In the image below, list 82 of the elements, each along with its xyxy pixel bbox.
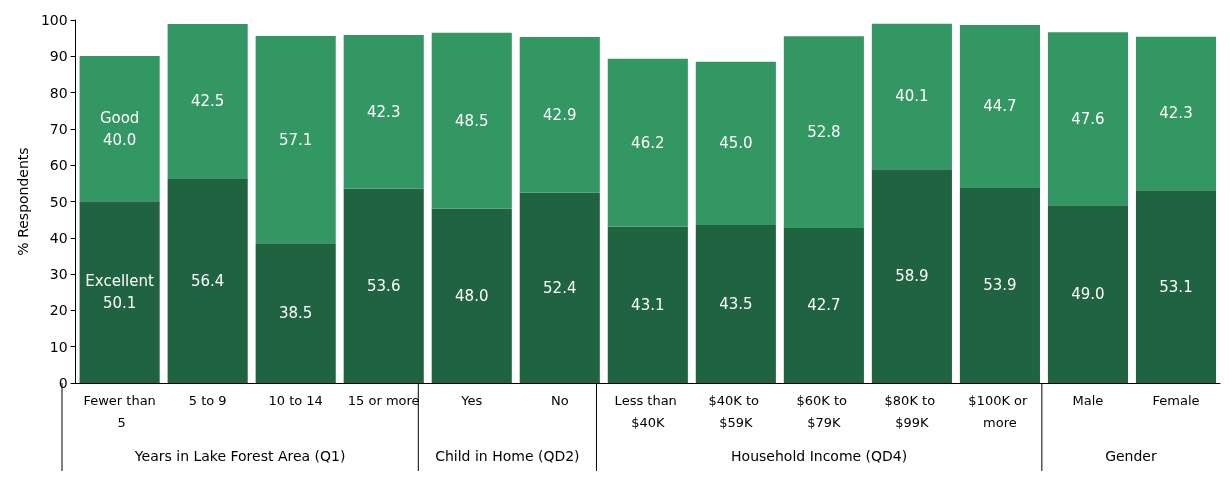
bar	[1135, 36, 1217, 191]
y-tick-label: 90	[49, 48, 68, 65]
bar	[959, 187, 1040, 383]
y-tick-label: 0	[58, 375, 68, 391]
bar	[695, 225, 776, 383]
data-label: 42.7	[807, 296, 841, 315]
data-label: 45.0	[719, 134, 753, 153]
data-label: 48.0	[455, 286, 489, 305]
data-label: 52.8	[807, 123, 841, 142]
x-tick-label: $40K to $59K	[708, 392, 764, 430]
x-tick-label: $60K to $79K	[796, 392, 852, 430]
data-label: 42.3	[1159, 104, 1193, 123]
bar	[167, 178, 248, 383]
data-label: 58.9	[895, 267, 929, 286]
x-tick-label: Male	[1072, 392, 1104, 408]
bar	[607, 226, 688, 383]
y-tick-label: 100	[40, 12, 68, 28]
bar	[783, 36, 864, 228]
data-label: 43.5	[719, 295, 753, 314]
text: Gender	[1105, 448, 1157, 464]
x-tick-label: Fewer than 5	[83, 392, 156, 430]
bar	[343, 34, 424, 189]
data-label: 40.0	[102, 130, 137, 149]
bar	[959, 25, 1040, 188]
data-label: 38.5	[278, 304, 313, 323]
text: Household Income (QD4)	[731, 448, 908, 464]
bar	[1047, 205, 1129, 383]
x-tick-label: $100K or more	[968, 392, 1032, 430]
bar	[607, 58, 688, 227]
x-tick-label: Yes	[460, 392, 483, 408]
data-label: 57.1	[278, 130, 313, 149]
y-axis-title: % Respondents	[15, 147, 31, 256]
y-tick-label: 60	[49, 157, 68, 174]
x-tick-label: No	[550, 392, 569, 408]
bar	[79, 55, 160, 202]
data-label: 40.1	[895, 87, 929, 106]
y-tick-label: 30	[49, 266, 68, 283]
bar	[431, 32, 512, 209]
series-label: Excellent	[85, 272, 155, 291]
text: Years in Lake Forest Area (Q1)	[133, 448, 346, 464]
x-tick-label: 5 to 9	[188, 392, 227, 408]
bar	[167, 23, 248, 179]
bar	[871, 23, 952, 170]
x-tick-label: Female	[1152, 392, 1200, 408]
y-tick-label: 80	[49, 84, 68, 101]
bar	[783, 228, 864, 383]
data-label: 53.1	[1159, 277, 1193, 296]
data-label: 53.9	[983, 276, 1017, 295]
data-label: 53.6	[367, 276, 401, 295]
x-tick-label: 10 to 14	[268, 392, 323, 408]
bar	[519, 37, 600, 193]
data-label: 49.0	[1071, 285, 1105, 304]
y-tick-label: 50	[49, 193, 68, 210]
bar	[343, 188, 424, 383]
bar	[871, 169, 952, 383]
bar	[1047, 32, 1129, 206]
data-label: 42.3	[367, 102, 401, 121]
y-tick-label: 10	[49, 338, 68, 355]
y-tick-label: 20	[49, 302, 68, 319]
y-tick-label: 70	[49, 120, 68, 137]
bar	[255, 243, 336, 383]
text: Child in Home (QD2)	[435, 448, 580, 464]
bar	[519, 192, 600, 383]
data-label: 43.1	[631, 295, 665, 314]
x-tick-label: $80K to $99K	[884, 392, 940, 430]
data-label: 48.5	[455, 111, 489, 130]
bar	[431, 208, 512, 383]
y-tick-label: 40	[49, 229, 68, 246]
data-label: 44.7	[983, 97, 1017, 116]
data-label: 46.2	[631, 133, 665, 152]
data-label: 42.5	[190, 92, 225, 111]
data-label: 56.4	[190, 271, 225, 290]
bar	[1135, 190, 1217, 383]
data-label: 50.1	[102, 294, 137, 313]
bar	[695, 61, 776, 226]
data-label: 52.4	[543, 278, 577, 297]
data-label: 42.9	[543, 105, 577, 124]
data-label: 47.6	[1071, 109, 1105, 128]
bar	[79, 201, 160, 383]
bar	[255, 35, 336, 244]
x-tick-label: Less than $40K	[614, 392, 681, 430]
series-label: Good	[99, 108, 140, 127]
